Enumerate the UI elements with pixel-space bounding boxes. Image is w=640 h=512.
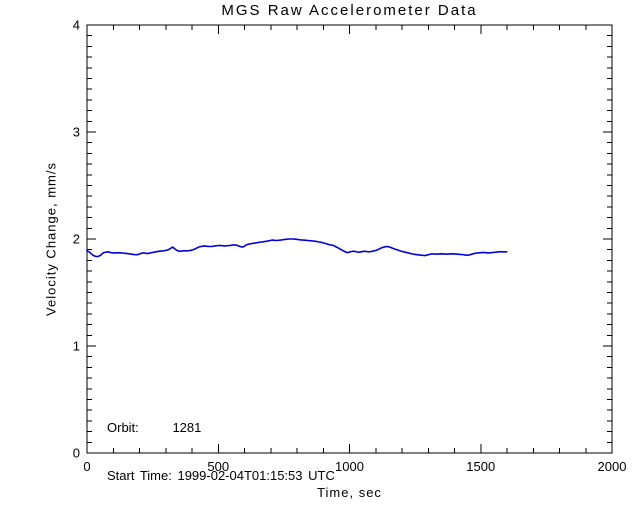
- x-tick-label: 2000: [598, 459, 627, 474]
- chart-title: MGS Raw Accelerometer Data: [221, 2, 478, 19]
- x-axis-label: Time, sec: [317, 485, 382, 500]
- data-line: [86, 238, 508, 258]
- annotation-block: Orbit: 1281 Start Time: 1999-02-04T01:15…: [107, 388, 335, 512]
- y-tick-label: 2: [73, 232, 80, 247]
- x-tick-label: 1500: [466, 459, 495, 474]
- axis-ticks: [86, 24, 613, 454]
- x-tick-label: 1000: [335, 459, 364, 474]
- annotation-orbit: Orbit: 1281: [107, 420, 202, 435]
- x-tick-label: 0: [83, 459, 90, 474]
- tick-labels: 0 500 1000 1500 2000 0 1 2 3 4: [73, 18, 627, 475]
- annotation-start-time: Start Time: 1999-02-04T01:15:53 UTC: [107, 468, 335, 483]
- y-tick-label: 1: [73, 339, 80, 354]
- y-tick-label: 0: [73, 446, 80, 461]
- y-tick-label: 3: [73, 125, 80, 140]
- x-tick-label: 500: [207, 459, 229, 474]
- y-tick-label: 4: [73, 18, 80, 33]
